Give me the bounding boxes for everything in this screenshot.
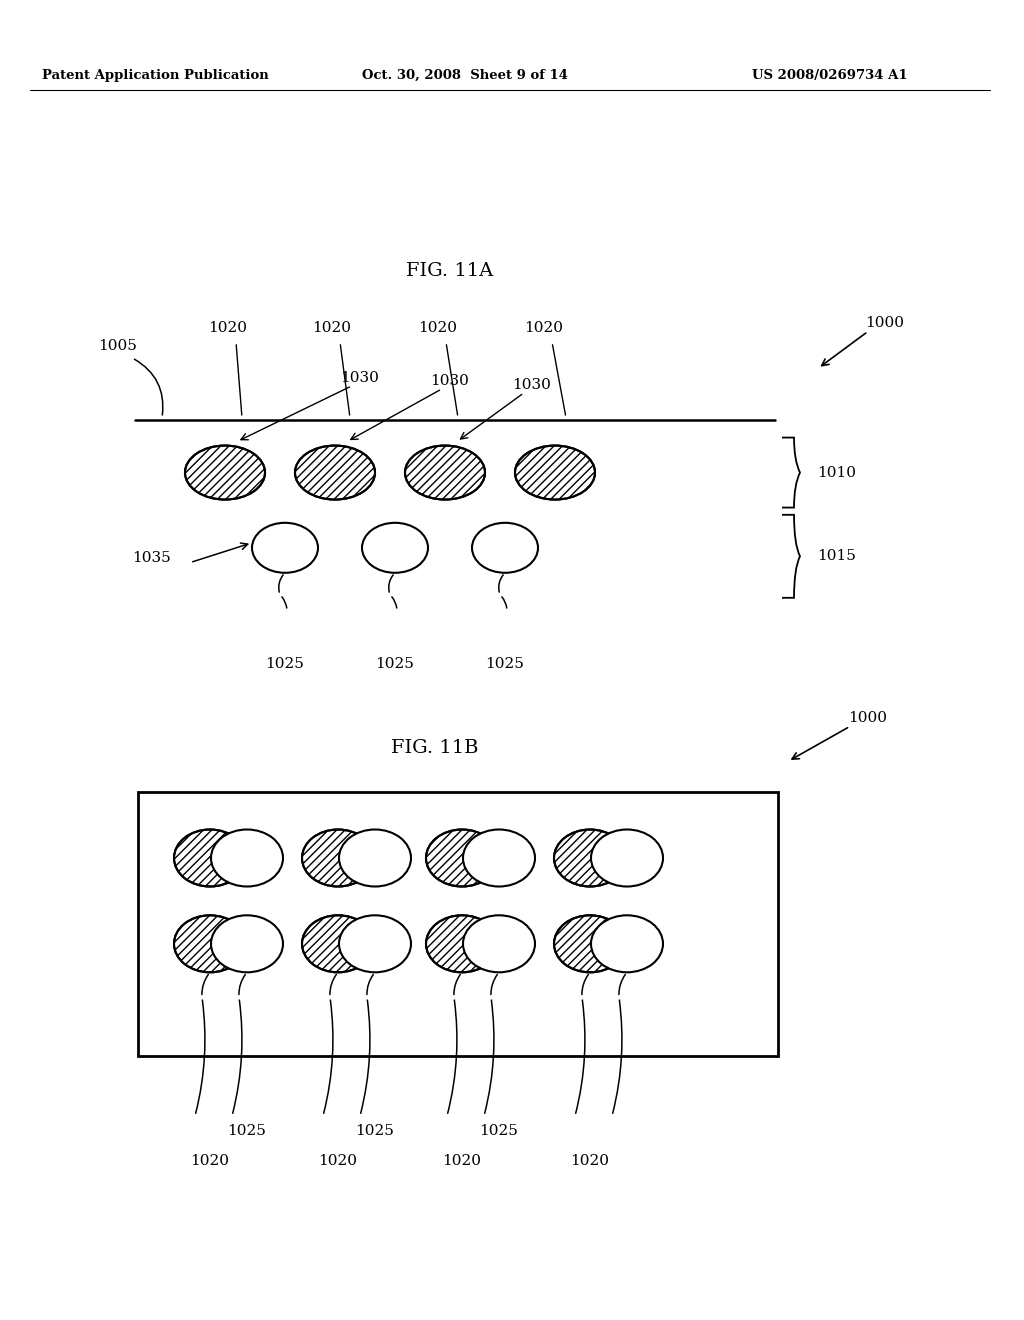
FancyBboxPatch shape — [138, 792, 778, 1056]
Text: 1015: 1015 — [817, 549, 856, 564]
Text: Oct. 30, 2008  Sheet 9 of 14: Oct. 30, 2008 Sheet 9 of 14 — [362, 69, 568, 82]
Text: 1025: 1025 — [479, 1125, 518, 1138]
Text: 1025: 1025 — [485, 657, 524, 671]
Ellipse shape — [339, 829, 411, 887]
Ellipse shape — [302, 915, 374, 973]
Text: FIG. 11A: FIG. 11A — [407, 261, 494, 280]
Ellipse shape — [515, 446, 595, 499]
Ellipse shape — [295, 446, 375, 499]
Text: 1030: 1030 — [430, 374, 469, 388]
Text: 1000: 1000 — [849, 711, 888, 726]
Text: 1025: 1025 — [376, 657, 415, 671]
Ellipse shape — [463, 829, 535, 887]
Text: 1020: 1020 — [570, 1154, 609, 1168]
Ellipse shape — [591, 915, 663, 973]
Ellipse shape — [362, 523, 428, 573]
Text: 1030: 1030 — [341, 371, 380, 385]
Text: 1030: 1030 — [513, 378, 552, 392]
Ellipse shape — [406, 446, 485, 499]
Ellipse shape — [252, 523, 318, 573]
Text: 1000: 1000 — [865, 317, 904, 330]
Ellipse shape — [426, 915, 498, 973]
Text: Patent Application Publication: Patent Application Publication — [42, 69, 268, 82]
Ellipse shape — [554, 915, 626, 973]
Text: 1020: 1020 — [524, 321, 563, 335]
Ellipse shape — [302, 829, 374, 887]
Ellipse shape — [174, 829, 246, 887]
Text: 1020: 1020 — [209, 321, 248, 335]
Text: 1020: 1020 — [318, 1154, 357, 1168]
Text: US 2008/0269734 A1: US 2008/0269734 A1 — [753, 69, 908, 82]
Ellipse shape — [174, 915, 246, 973]
Ellipse shape — [591, 829, 663, 887]
Text: 1020: 1020 — [190, 1154, 229, 1168]
Text: 1035: 1035 — [133, 550, 171, 565]
Text: 1010: 1010 — [817, 466, 856, 479]
Text: 1020: 1020 — [312, 321, 351, 335]
Ellipse shape — [472, 523, 538, 573]
Text: 1005: 1005 — [98, 339, 137, 352]
Ellipse shape — [463, 915, 535, 973]
Text: 1025: 1025 — [265, 657, 304, 671]
Text: 1025: 1025 — [355, 1125, 394, 1138]
Text: 1025: 1025 — [227, 1125, 266, 1138]
Ellipse shape — [554, 829, 626, 887]
Ellipse shape — [426, 829, 498, 887]
Ellipse shape — [185, 446, 265, 499]
Ellipse shape — [339, 915, 411, 973]
Text: FIG. 11B: FIG. 11B — [391, 739, 479, 758]
Ellipse shape — [211, 915, 283, 973]
Text: 1020: 1020 — [442, 1154, 481, 1168]
Ellipse shape — [211, 829, 283, 887]
Text: 1020: 1020 — [419, 321, 458, 335]
